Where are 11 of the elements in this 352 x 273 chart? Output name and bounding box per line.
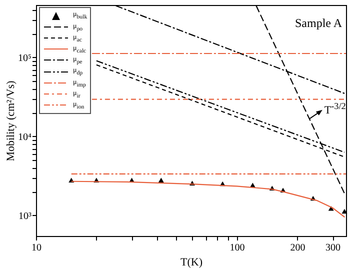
x-tick-label: 200 (290, 242, 306, 254)
x-axis-title: T(K) (180, 256, 203, 268)
x-tick-label: 10 (32, 242, 42, 254)
annotation: Sample A (295, 16, 342, 31)
x-tick-label: 300 (326, 242, 341, 254)
x-tick-label: 100 (230, 242, 245, 254)
y-tick-label: 10⁴ (18, 132, 32, 143)
annotation: T$^{-3/2}$ (324, 100, 346, 116)
y-axis-title: Mobility (cm²/Vs) (5, 80, 18, 162)
y-tick-label: 10⁵ (18, 52, 32, 64)
y-tick-label: 10³ (18, 210, 32, 222)
